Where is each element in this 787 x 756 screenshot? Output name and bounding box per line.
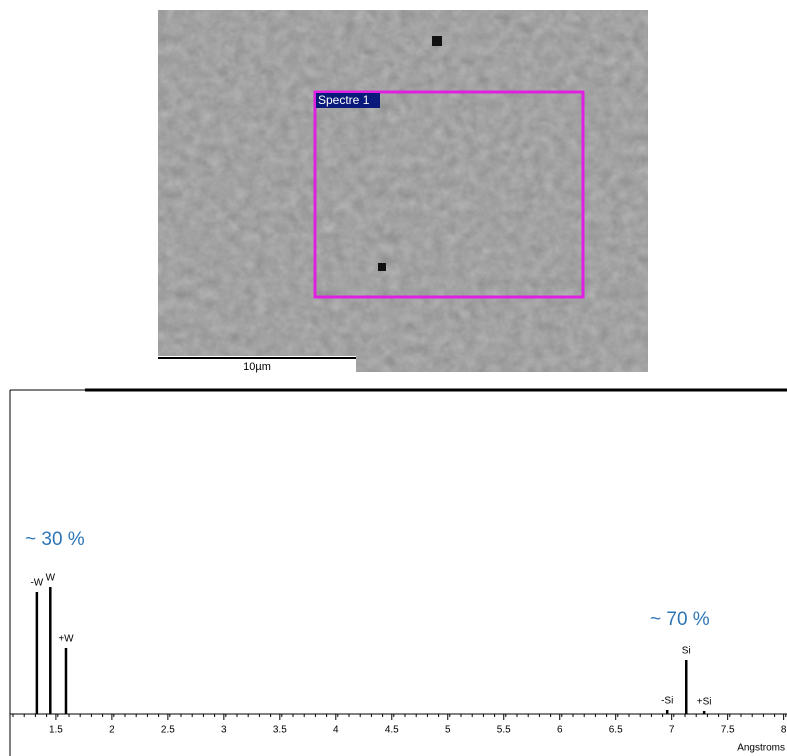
- x-tick-label: 3: [221, 725, 227, 736]
- x-tick-label: 2.5: [161, 725, 175, 736]
- annotation: ~ 30 %: [25, 529, 85, 550]
- x-tick-label: 5.5: [497, 725, 511, 736]
- x-tick-label: 7: [669, 725, 675, 736]
- scale-bar-label: 10µm: [243, 361, 271, 373]
- peak-label: Si: [682, 646, 691, 657]
- annotation: ~ 70 %: [650, 609, 710, 630]
- x-tick-label: 8: [781, 725, 787, 736]
- spectrum-frame: [9, 388, 787, 756]
- peak-label: +Si: [697, 697, 712, 708]
- spectrum-area: [313, 90, 585, 299]
- x-tick-label: 2: [109, 725, 115, 736]
- x-tick-label: 6: [557, 725, 563, 736]
- x-tick-label: 5: [445, 725, 451, 736]
- area-label: Spectre 1: [318, 93, 370, 107]
- sem-image: Spectre 1 10µm: [158, 10, 648, 373]
- sem-pore: [378, 263, 386, 271]
- x-tick-label: 3.5: [273, 725, 287, 736]
- x-tick-label: 4: [333, 725, 339, 736]
- x-tick-label: 7.5: [721, 725, 735, 736]
- x-tick-label: 1.5: [49, 725, 63, 736]
- peak-label: +W: [58, 634, 74, 645]
- sem-texture: [158, 10, 648, 372]
- peak-label: -W: [30, 578, 43, 589]
- x-tick-label: 6.5: [609, 725, 623, 736]
- peak-label: -Si: [661, 696, 673, 707]
- sem-pore: [432, 36, 442, 46]
- area-label-box: [316, 93, 380, 108]
- peak-label: W: [46, 573, 56, 584]
- x-tick-label: 4.5: [385, 725, 399, 736]
- x-axis-label: Angstroms: [737, 743, 785, 754]
- scale-bar-box: [158, 356, 356, 372]
